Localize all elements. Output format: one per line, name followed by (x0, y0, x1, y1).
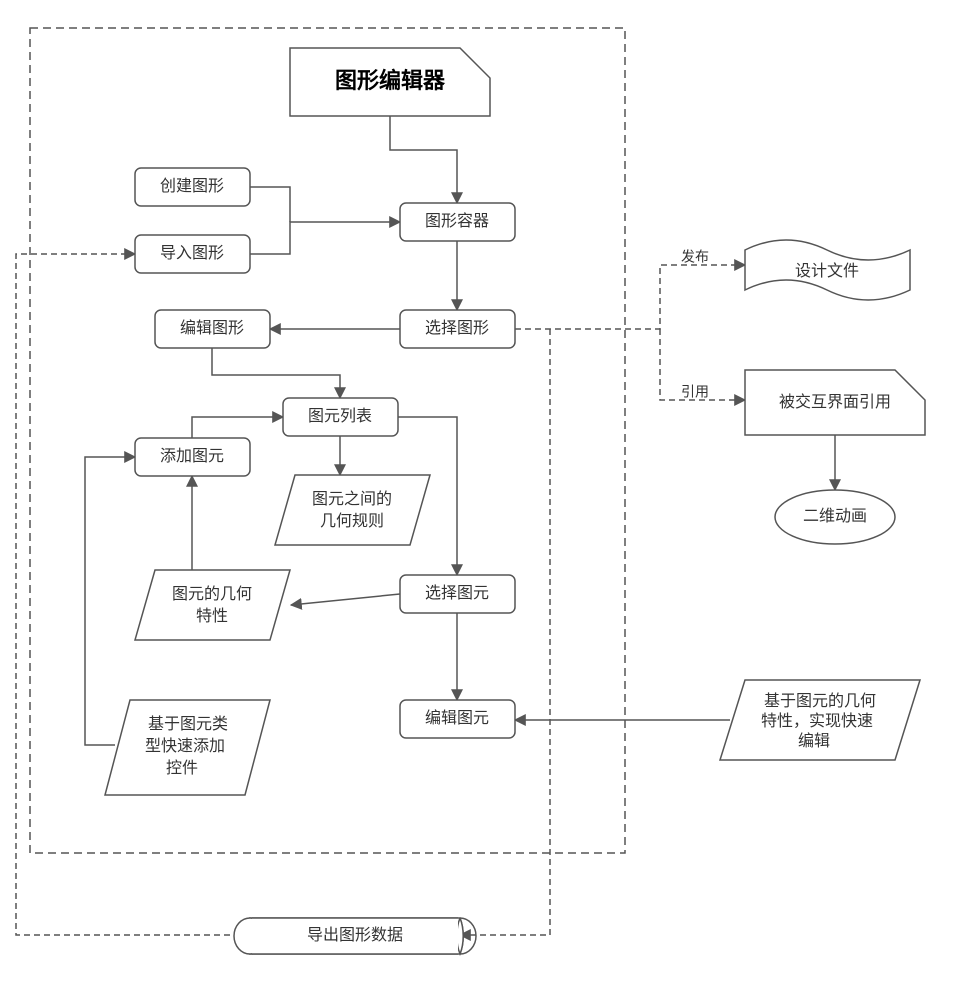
node-geo-rules-label-2: 几何规则 (320, 512, 384, 530)
edge-create-merge (250, 187, 290, 222)
node-quick-ctrl-label-1: 基于图元类 (148, 715, 228, 733)
node-design-file-label: 设计文件 (795, 262, 859, 280)
node-element-list: 图元列表 (283, 398, 398, 436)
edge-selectg-export (460, 329, 550, 935)
node-anim2d-label: 二维动画 (803, 507, 867, 525)
edge-selecte-geofeat (291, 594, 400, 605)
node-select-element: 选择图元 (400, 575, 515, 613)
edge-editor-container (390, 116, 457, 203)
node-quick-edit-label-2: 特性，实现快速 (761, 712, 873, 730)
node-geo-rules: 图元之间的 几何规则 (275, 475, 430, 545)
label-publish: 发布 (681, 249, 709, 265)
node-container-label: 图形容器 (425, 212, 489, 230)
edge-quickctrl-addelem (85, 457, 135, 745)
node-geo-feat-label-2: 特性 (196, 607, 228, 625)
node-export-label: 导出图形数据 (307, 926, 403, 944)
node-ui-ref: 被交互界面引用 (745, 370, 925, 435)
node-edit-element: 编辑图元 (400, 700, 515, 738)
node-editor: 图形编辑器 (290, 48, 490, 116)
node-import-label: 导入图形 (160, 244, 224, 262)
node-edit-graphic: 编辑图形 (155, 310, 270, 348)
edge-addelem-elemlist (192, 417, 283, 438)
label-reference: 引用 (681, 384, 709, 400)
node-select-graphic-label: 选择图形 (425, 319, 489, 337)
flowchart-canvas: 发布 引用 图形编辑器 创建图形 导入图形 图形容器 选择图形 编辑图形 图元列… (0, 0, 965, 1000)
edge-import-container (250, 222, 400, 254)
node-edit-graphic-label: 编辑图形 (180, 319, 244, 337)
node-geo-rules-label-1: 图元之间的 (312, 490, 392, 508)
dashed-container (30, 28, 625, 853)
edge-editg-elemlist (212, 348, 340, 398)
node-quick-edit-label-1: 基于图元的几何 (764, 692, 876, 710)
node-export: 导出图形数据 (234, 918, 476, 954)
node-edit-element-label: 编辑图元 (425, 709, 489, 727)
node-create-label: 创建图形 (160, 177, 224, 195)
edge-selectg-design (515, 265, 745, 329)
node-geo-feat-label-1: 图元的几何 (172, 585, 252, 603)
node-element-list-label: 图元列表 (308, 407, 372, 425)
node-select-element-label: 选择图元 (425, 584, 489, 602)
node-add-element: 添加图元 (135, 438, 250, 476)
node-anim2d: 二维动画 (775, 490, 895, 544)
node-ui-ref-label: 被交互界面引用 (779, 393, 891, 411)
node-geo-feat: 图元的几何 特性 (135, 570, 290, 640)
node-quick-edit: 基于图元的几何 特性，实现快速 编辑 (720, 680, 920, 760)
node-create: 创建图形 (135, 168, 250, 206)
node-add-element-label: 添加图元 (160, 447, 224, 465)
node-quick-ctrl-label-3: 控件 (166, 759, 198, 777)
node-import: 导入图形 (135, 235, 250, 273)
node-quick-ctrl-label-2: 型快速添加 (145, 737, 225, 755)
node-quick-edit-label-3: 编辑 (798, 732, 830, 750)
node-select-graphic: 选择图形 (400, 310, 515, 348)
node-quick-ctrl: 基于图元类 型快速添加 控件 (105, 700, 270, 795)
node-container: 图形容器 (400, 203, 515, 241)
node-design-file: 设计文件 (745, 240, 910, 300)
node-editor-label: 图形编辑器 (335, 68, 446, 93)
